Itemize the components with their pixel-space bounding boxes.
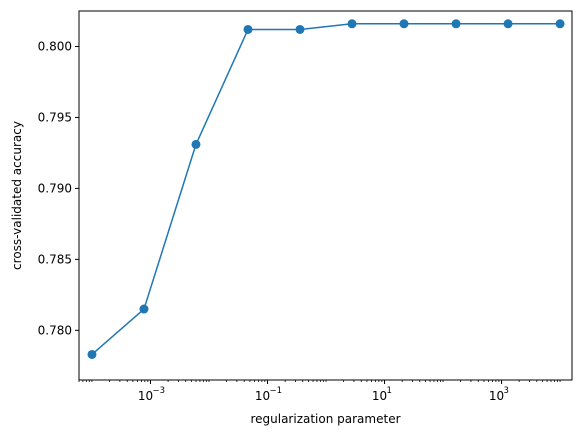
x-axis-ticks: 10 −3 10 −1 10 1 10 3	[78, 380, 561, 403]
axes-frame	[78, 10, 573, 381]
x-tick-label-exponent: −1	[270, 386, 283, 396]
y-tick-label: 0.795	[38, 110, 72, 124]
x-tick-label: 10 −1	[255, 386, 282, 403]
data-point	[243, 24, 253, 34]
y-axis-label: cross-validated accuracy	[10, 121, 24, 270]
x-tick-label-exponent: 3	[504, 386, 509, 396]
data-point	[347, 19, 357, 29]
x-tick-label: 10 1	[372, 386, 392, 403]
y-axis-ticks: 0.780 0.785 0.790 0.795 0.800	[38, 39, 79, 337]
y-tick-label: 0.785	[38, 252, 72, 266]
x-tick-label-base: 10	[372, 389, 387, 403]
x-tick-label-exponent: −3	[152, 386, 165, 396]
x-tick-label-base: 10	[138, 389, 153, 403]
x-tick-label-exponent: 1	[387, 386, 392, 396]
x-tick-label: 10 3	[489, 386, 509, 403]
y-tick-label: 0.790	[38, 181, 72, 195]
data-point	[503, 19, 513, 29]
y-tick-label: 0.780	[38, 323, 72, 337]
plot-area	[87, 19, 565, 359]
data-point	[451, 19, 461, 29]
data-point	[191, 139, 201, 149]
data-point	[87, 349, 97, 359]
data-point	[555, 19, 565, 29]
series-line	[91, 23, 561, 356]
data-point	[139, 304, 149, 314]
y-tick-label: 0.800	[38, 39, 72, 53]
data-point	[295, 24, 305, 34]
data-point	[399, 19, 409, 29]
x-axis-label: regularization parameter	[250, 412, 400, 426]
x-tick-label-base: 10	[255, 389, 270, 403]
x-tick-label-base: 10	[489, 389, 504, 403]
x-tick-label: 10 −3	[138, 386, 165, 403]
